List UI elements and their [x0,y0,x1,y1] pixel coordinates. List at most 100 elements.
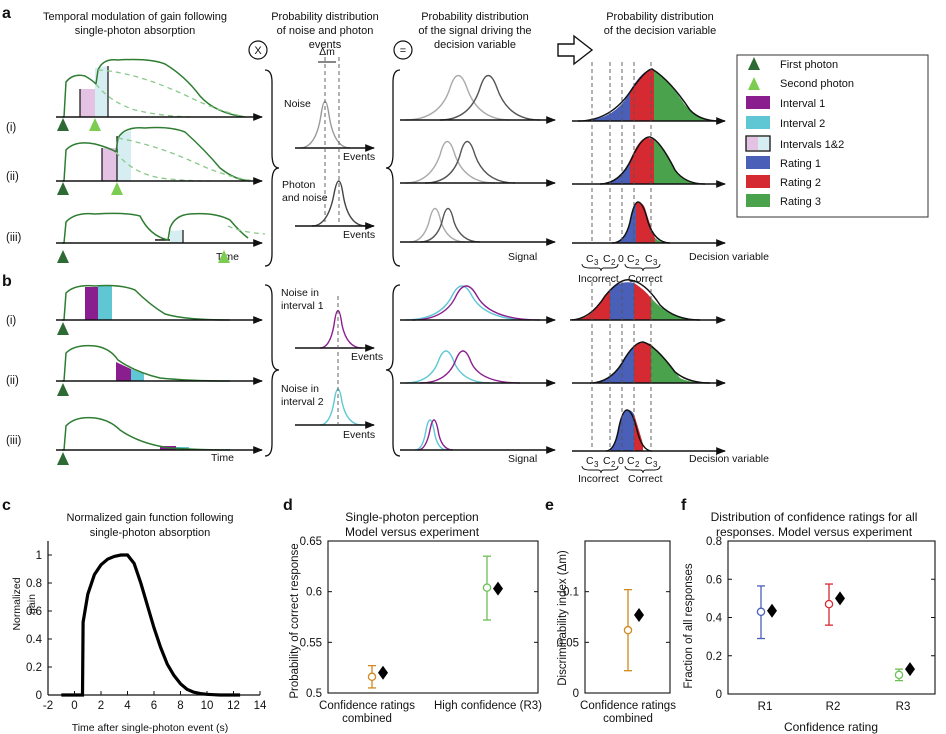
y-tick-label: 0.2 [26,662,42,674]
brace-a [264,69,280,267]
legend-interval-2: Interval 2 [780,118,825,130]
y-tick-label: 0.8 [26,578,42,590]
criteria-labels-b: C 3 C 2 0 C 2 C 3 Incorrect Correct [578,455,663,485]
noise-int1-label-2: interval 1 [281,300,324,312]
panel-label-a: a [2,5,11,22]
experiment-point [623,625,633,635]
panel-a-noise-distributions: Δm Noise Events Photon and noise Events [282,46,375,241]
legend-interval-1: Interval 1 [780,98,825,110]
panel-f-title-2: responses. Model versus experiment [716,525,913,539]
incorrect-label: Incorrect [578,273,619,285]
panel-f-title-1: Distribution of confidence ratings for a… [711,510,918,524]
panel-label-b: b [2,273,12,290]
criterion-sub3: 3 [594,258,599,267]
panel-a-gain-rows: (i) (ii) (iii) Time [6,58,266,263]
signal-label: Signal [508,453,537,465]
panel-d-xtick-1a: Confidence ratings [319,700,415,712]
plot-frame [327,540,539,694]
criterion-c2: C [603,455,611,467]
rating-3-swatch [746,194,770,207]
criteria-labels-a: C 3 C 2 0 C 2 C 3 Incorrect Correct [578,253,663,285]
criterion-zero: 0 [618,455,624,467]
legend-rating-1: Rating 1 [780,158,821,170]
panel-c-title-1: Normalized gain function following [67,512,234,524]
header-signal-2: of the signal driving the [418,25,531,37]
y-tick-label: 0.5 [306,688,322,700]
panel-d-xtick-1b: combined [342,713,392,725]
panel-e-chart: Discriminability index (Δm) Confidence r… [557,540,676,725]
implies-arrow-icon [557,34,594,66]
x-tick-label: 14 [254,700,267,712]
plot-frame [727,540,936,695]
first-photon-legend-icon [748,57,760,70]
panel-d-title-1: Single-photon perception [345,510,478,524]
criterion-c2: C [627,455,635,467]
brace-c [264,284,280,457]
header-signal-3: decision variable [434,39,516,51]
criterion-sub2: 2 [635,460,640,469]
experiment-point [824,599,834,609]
legend: First photon Second photon Interval 1 In… [736,54,929,218]
second-photon-icon [89,118,101,131]
panel-f-xlabel: Confidence rating [784,720,878,734]
experiment-point [482,583,492,592]
panel-f-ylabel: Fraction of all responses [683,563,695,689]
criterion-c2: C [603,253,611,265]
header-gain-2: single-photon absorption [75,25,195,37]
interval-2-shade [95,66,108,117]
y-tick-label: 1 [36,550,42,562]
panel-label-e: e [545,497,554,514]
interval-1-shade [102,148,117,181]
model-point [634,607,644,622]
equals-symbol: = [400,45,406,57]
model-point [493,581,503,596]
plot-frame [584,540,671,694]
panel-e-xtick-b: combined [603,713,653,725]
row-label-b-i: (i) [6,315,16,327]
panel-c-ylabel-2: gain [26,594,38,614]
row-label-a-ii: (ii) [6,171,19,183]
row-label-a-i: (i) [6,122,16,134]
criterion-sub3: 3 [653,460,658,469]
experiment-point [894,670,904,680]
x-tick-label: 0 [71,700,77,712]
noise-int2-label-2: interval 2 [281,396,324,408]
first-photon-icon [57,182,69,195]
header-gain-1: Temporal modulation of gain following [43,11,227,23]
header-noise-2: of noise and photon [277,25,374,37]
brace-d [385,284,401,457]
rating-1-swatch [746,156,770,169]
criterion-c3: C [645,253,653,265]
interval-2-shade [170,230,183,243]
second-photon-legend-icon [748,77,760,90]
legend-first-photon: First photon [780,59,838,71]
column-headers: Temporal modulation of gain following si… [43,11,716,51]
incorrect-label: Incorrect [578,473,619,485]
row-label-b-iii: (iii) [6,435,21,447]
panel-f-chart: Distribution of confidence ratings for a… [683,510,936,734]
panel-d-ylabel: Probability of correct response [289,543,301,698]
times-icon: X [248,40,268,60]
panel-d-xtick-2: High confidence (R3) [434,700,542,712]
panel-c-ylabel-1: Normalized [11,577,23,630]
y-tick-label: 0.6 [26,606,42,618]
panel-b-noise-distributions: Noise in interval 1 Events Noise in inte… [281,287,383,441]
y-tick-label: 0 [573,688,579,700]
first-photon-icon [57,383,69,396]
criterion-c3: C [586,455,594,467]
time-label: Time [211,452,234,464]
criterion-c3: C [586,253,594,265]
equals-icon: = [393,40,413,60]
criterion-sub2: 2 [635,258,640,267]
events-label: Events [343,151,375,163]
header-noise-1: Probability distribution [271,11,379,23]
row-label-b-ii: (ii) [6,375,19,387]
legend-rating-2: Rating 2 [780,177,821,189]
first-photon-icon [57,322,69,335]
legend-intervals-12: Intervals 1&2 [780,139,844,151]
y-tick-label: 0.4 [706,613,723,625]
first-photon-icon [57,452,69,465]
times-symbol: X [254,45,262,57]
panel-a-signal-distributions: Signal [400,74,556,263]
